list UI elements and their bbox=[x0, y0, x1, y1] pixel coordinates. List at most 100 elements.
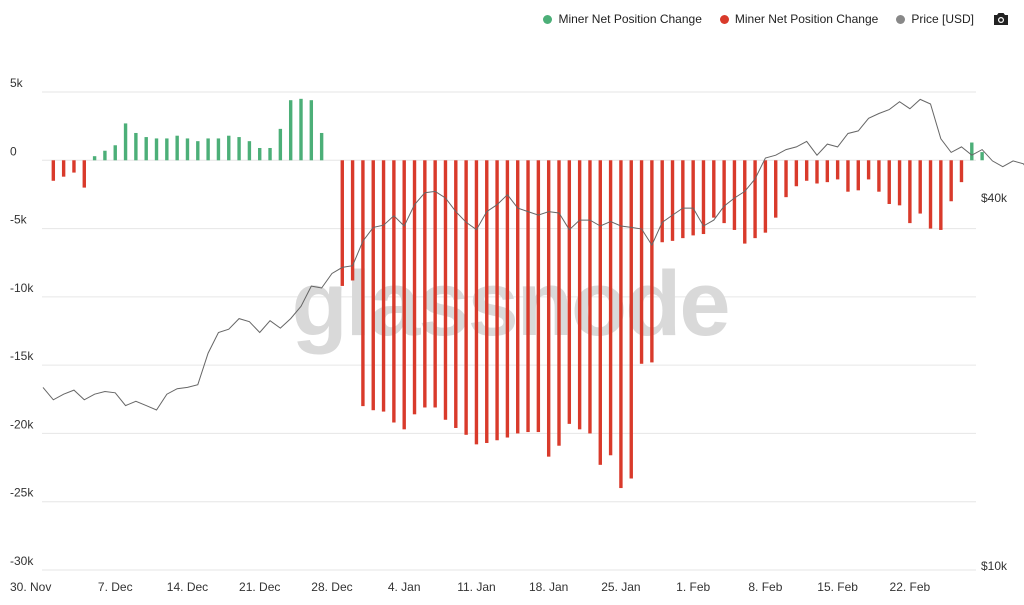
x-tick-label: 18. Jan bbox=[529, 580, 568, 594]
bar bbox=[350, 160, 355, 281]
bar bbox=[103, 150, 107, 161]
bar bbox=[288, 100, 293, 161]
bar bbox=[206, 138, 210, 161]
legend-dot-gray bbox=[896, 14, 906, 24]
bar bbox=[505, 160, 510, 438]
bar bbox=[794, 160, 799, 187]
bar bbox=[123, 123, 128, 161]
bar bbox=[402, 160, 406, 430]
bar bbox=[856, 160, 860, 191]
bar bbox=[732, 160, 737, 230]
bar bbox=[722, 160, 726, 224]
bar bbox=[258, 147, 262, 161]
bar bbox=[340, 160, 344, 286]
bar bbox=[815, 160, 819, 184]
bar bbox=[743, 160, 747, 244]
legend-item-price[interactable]: Price [USD] bbox=[896, 12, 974, 26]
bar bbox=[309, 100, 314, 161]
bar bbox=[51, 160, 56, 181]
bar bbox=[660, 160, 664, 243]
bar bbox=[134, 132, 138, 161]
x-tick-label: 11. Jan bbox=[457, 580, 495, 594]
bar bbox=[608, 160, 613, 456]
bar bbox=[474, 160, 479, 445]
y-tick-label: -15k bbox=[10, 349, 34, 363]
bar bbox=[443, 160, 448, 420]
bar bbox=[588, 160, 592, 434]
bar bbox=[412, 160, 417, 415]
right-axis-ticks: $40k $10k bbox=[981, 191, 1008, 573]
bar bbox=[196, 141, 200, 161]
right-tick-label: $40k bbox=[981, 191, 1008, 205]
bar-series bbox=[51, 98, 984, 489]
bar bbox=[423, 160, 427, 408]
bar bbox=[268, 147, 272, 161]
bar bbox=[526, 160, 530, 433]
bar bbox=[691, 160, 695, 236]
bar bbox=[371, 160, 375, 411]
y-tick-label: 0 bbox=[10, 144, 17, 158]
legend-dot-green bbox=[543, 14, 553, 24]
bar bbox=[774, 160, 778, 218]
bar bbox=[980, 152, 984, 161]
legend-dot-red bbox=[719, 14, 729, 24]
y-tick-label: -20k bbox=[10, 417, 34, 431]
bar bbox=[392, 160, 396, 423]
legend-label: Price [USD] bbox=[911, 12, 974, 26]
bar bbox=[536, 160, 541, 433]
bar bbox=[846, 160, 850, 192]
bar bbox=[650, 160, 654, 363]
bar bbox=[897, 160, 902, 206]
bar bbox=[299, 98, 303, 161]
bar bbox=[619, 160, 623, 489]
camera-icon[interactable] bbox=[992, 11, 1010, 27]
bar bbox=[61, 160, 66, 177]
bar bbox=[887, 160, 891, 204]
bar bbox=[319, 132, 324, 161]
bar bbox=[918, 160, 922, 214]
bar bbox=[185, 138, 190, 161]
bar bbox=[92, 156, 97, 161]
bar bbox=[939, 160, 943, 230]
y-tick-label: -25k bbox=[10, 486, 34, 500]
x-tick-label: 14. Dec bbox=[167, 580, 208, 594]
bar bbox=[567, 160, 572, 424]
y-tick-label: -30k bbox=[10, 554, 34, 568]
bar bbox=[495, 160, 499, 441]
bar bbox=[247, 141, 252, 161]
bar bbox=[577, 160, 582, 430]
x-tick-label: 25. Jan bbox=[601, 580, 640, 594]
bar bbox=[516, 160, 520, 434]
bar bbox=[959, 160, 964, 183]
bar bbox=[278, 128, 283, 161]
x-tick-label: 4. Jan bbox=[388, 580, 421, 594]
bar bbox=[681, 160, 685, 239]
legend-item-miner-inflow[interactable]: Miner Net Position Change bbox=[543, 12, 702, 26]
bar bbox=[454, 160, 458, 428]
left-axis-ticks: 5k 0 -5k -10k -15k -20k -25k -30k bbox=[10, 76, 34, 568]
y-tick-label: -5k bbox=[10, 213, 28, 227]
bar bbox=[557, 160, 561, 446]
x-tick-label: 28. Dec bbox=[311, 580, 352, 594]
bar bbox=[464, 160, 468, 435]
bar bbox=[598, 160, 602, 465]
bar bbox=[877, 160, 881, 192]
x-tick-label: 22. Feb bbox=[890, 580, 931, 594]
bar bbox=[908, 160, 912, 224]
right-tick-label: $10k bbox=[981, 559, 1008, 573]
bar bbox=[144, 137, 148, 161]
bar bbox=[949, 160, 953, 202]
bar bbox=[361, 160, 365, 407]
watermark-text: glassnode bbox=[291, 253, 728, 355]
legend-item-miner-outflow[interactable]: Miner Net Position Change bbox=[719, 12, 878, 26]
bar bbox=[804, 160, 809, 181]
price-line-series bbox=[42, 98, 1024, 411]
bar bbox=[113, 145, 117, 161]
bar bbox=[835, 160, 840, 180]
bar bbox=[639, 160, 644, 364]
x-tick-label: 15. Feb bbox=[817, 580, 858, 594]
bar bbox=[712, 160, 716, 218]
x-tick-label: 1. Feb bbox=[676, 580, 710, 594]
bar bbox=[753, 160, 757, 239]
